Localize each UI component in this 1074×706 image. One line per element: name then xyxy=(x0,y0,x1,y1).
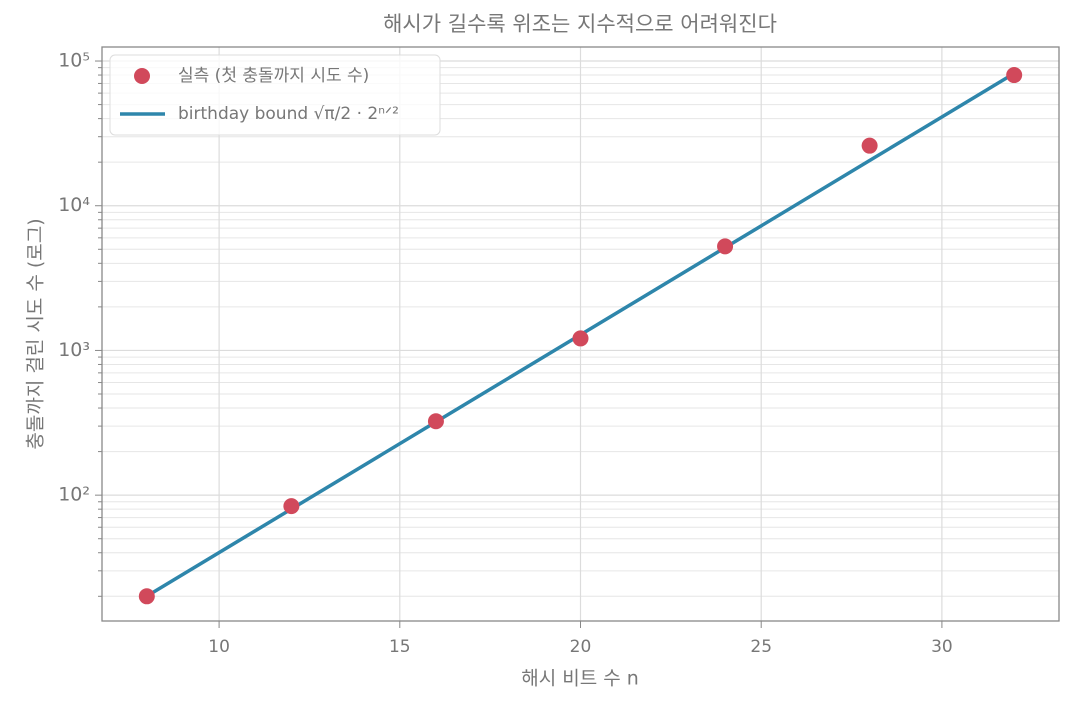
point xyxy=(283,498,300,515)
plot-frame xyxy=(101,46,1060,622)
y-tick-label: 10⁵ xyxy=(58,50,90,72)
legend-label: birthday bound √π/2 · 2ⁿᐟ² xyxy=(178,104,399,124)
legend-label: 실측 (첫 충돌까지 시도 수) xyxy=(178,66,369,86)
point xyxy=(427,413,444,430)
point xyxy=(572,330,589,347)
y-axis-label: 충돌까지 걸린 시도 수 (로그) xyxy=(25,218,47,449)
point xyxy=(138,588,155,605)
y-tick-label: 10³ xyxy=(58,339,90,361)
x-tick-label: 30 xyxy=(931,637,953,657)
legend-marker xyxy=(134,68,150,84)
x-tick-label: 20 xyxy=(570,637,592,657)
chart-title: 해시가 길수록 위조는 지수적으로 어려워진다 xyxy=(383,12,777,36)
y-tick-label: 10⁴ xyxy=(58,194,90,216)
x-tick-label: 25 xyxy=(750,637,772,657)
x-tick-label: 15 xyxy=(389,637,411,657)
point xyxy=(717,238,734,255)
y-tick-label: 10² xyxy=(58,484,90,506)
x-tick-label: 10 xyxy=(208,637,230,657)
point xyxy=(861,137,878,154)
x-axis-label: 해시 비트 수 n xyxy=(521,668,639,690)
point xyxy=(1006,67,1023,84)
legend-box xyxy=(109,54,441,136)
